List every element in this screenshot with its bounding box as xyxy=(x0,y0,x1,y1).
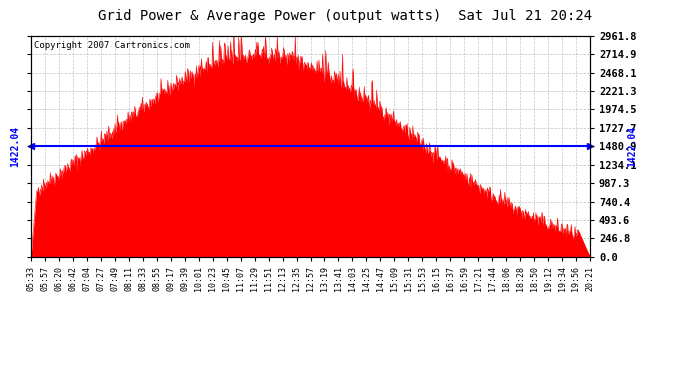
Text: Grid Power & Average Power (output watts)  Sat Jul 21 20:24: Grid Power & Average Power (output watts… xyxy=(98,9,592,23)
Text: 1422.04: 1422.04 xyxy=(10,126,21,167)
Text: 1422.04: 1422.04 xyxy=(627,126,637,167)
Text: Copyright 2007 Cartronics.com: Copyright 2007 Cartronics.com xyxy=(34,41,190,50)
